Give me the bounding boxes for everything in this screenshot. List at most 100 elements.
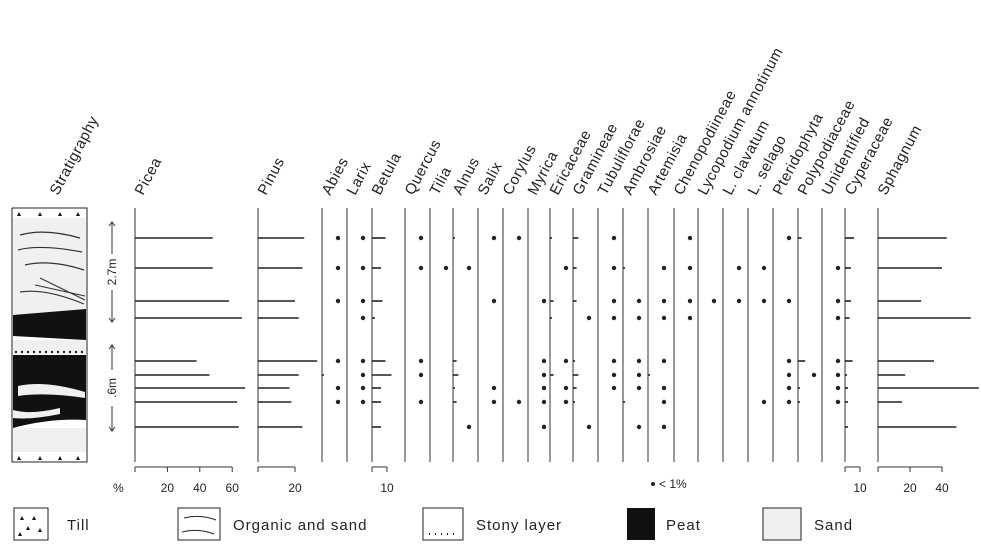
- taxon-label-pinus: Pinus: [255, 155, 289, 198]
- stony-swatch: [422, 507, 464, 541]
- organic-streak: [17, 246, 83, 253]
- tick-label-betula: 10: [380, 481, 394, 495]
- trace-dot: [563, 399, 569, 405]
- trace-dot: [835, 399, 841, 405]
- trace-dot: [611, 298, 617, 304]
- trace-dot: [360, 235, 366, 241]
- legend-label-till: Till: [67, 517, 90, 534]
- depth-label: .6m: [105, 378, 119, 398]
- trace-dot: [661, 399, 667, 405]
- trace-dot: [541, 424, 547, 430]
- trace-dot: [516, 235, 522, 241]
- trace-dot: [786, 298, 792, 304]
- unit-label: %: [113, 481, 124, 495]
- trace-dot: [335, 385, 341, 391]
- trace-dot: [466, 265, 472, 271]
- trace-dot: [491, 235, 497, 241]
- trace-dot: [360, 358, 366, 364]
- trace-dot: [418, 358, 424, 364]
- stratigraphy-column: [11, 207, 88, 463]
- trace-dot: [586, 315, 592, 321]
- peat-layer: [13, 405, 86, 428]
- stratigraphy-label: Stratigraphy: [47, 113, 103, 198]
- legend-item-organic-sand: Organic and sand: [177, 507, 367, 541]
- taxon-label-picea: Picea: [132, 154, 166, 197]
- peat-swatch: [627, 508, 655, 540]
- legend-label-organic-sand: Organic and sand: [233, 517, 367, 534]
- trace-dot: [761, 265, 767, 271]
- trace-dot: [611, 265, 617, 271]
- trace-dot: [687, 315, 693, 321]
- trace-dot: [661, 358, 667, 364]
- trace-dot: [835, 298, 841, 304]
- trace-dot: [491, 399, 497, 405]
- trace-dot: [563, 385, 569, 391]
- tick-label-sphagnum: 40: [935, 481, 949, 495]
- trace-dot: [661, 298, 667, 304]
- till-symbols: [17, 212, 80, 460]
- trace-dot: [335, 358, 341, 364]
- trace-dot: [563, 358, 569, 364]
- trace-dot: [360, 315, 366, 321]
- legend: Till Organic and sand Stony layer Peat S…: [13, 507, 853, 541]
- trace-dot: [541, 399, 547, 405]
- legend-label-peat: Peat: [666, 517, 701, 534]
- percentage-bars: [135, 237, 979, 428]
- depth-arrow: [108, 221, 116, 227]
- trace-dot: [661, 424, 667, 430]
- trace-dot: [335, 265, 341, 271]
- trace-dot: [636, 298, 642, 304]
- trace-dot: [418, 235, 424, 241]
- trace-dots: [335, 235, 841, 430]
- depth-label: 2.7m: [105, 259, 119, 286]
- sand-layer: [13, 340, 86, 354]
- trace-dot: [636, 385, 642, 391]
- peat-layer: [13, 309, 86, 340]
- organic-streak: [24, 262, 85, 271]
- legend-item-sand: Sand: [762, 507, 853, 541]
- tick-label-cyperaceae: 10: [853, 481, 867, 495]
- trace-dot: [466, 424, 472, 430]
- trace-dot: [636, 315, 642, 321]
- depth-annotations: 2.7m .6m: [105, 221, 119, 432]
- trace-dot: [611, 315, 617, 321]
- trace-dot: [835, 358, 841, 364]
- scale-axes: 20 40 60% 20 10 10 20 40: [113, 466, 949, 495]
- trace-dot: [786, 358, 792, 364]
- sand-swatch: [762, 507, 802, 541]
- trace-dot-key: [651, 482, 655, 486]
- trace-dot: [661, 385, 667, 391]
- trace-dot: [418, 265, 424, 271]
- tick-label-picea: 20: [161, 481, 175, 495]
- trace-dot: [541, 385, 547, 391]
- trace-dot: [761, 298, 767, 304]
- sand-lens: [13, 408, 60, 419]
- depth-arrow: [108, 344, 116, 350]
- legend-label-stony-layer: Stony layer: [476, 517, 562, 534]
- tick-label-pinus: 20: [288, 481, 302, 495]
- organic-streak: [34, 284, 86, 297]
- trace-dot: [761, 399, 767, 405]
- legend-item-peat: Peat: [627, 508, 701, 540]
- trace-dot: [335, 298, 341, 304]
- legend-label-sand: Sand: [814, 517, 853, 534]
- stony-layer: [14, 350, 84, 354]
- trace-dot: [835, 385, 841, 391]
- trace-dot: [418, 399, 424, 405]
- trace-dot: [687, 298, 693, 304]
- trace-dot: [711, 298, 717, 304]
- trace-dot: [835, 372, 841, 378]
- trace-dot: [541, 298, 547, 304]
- organic-swatch: [177, 507, 221, 541]
- trace-dot: [811, 372, 817, 378]
- depth-arrow: [108, 317, 116, 323]
- trace-dot: [443, 265, 449, 271]
- tick-label-picea: 40: [193, 481, 207, 495]
- trace-dot: [687, 235, 693, 241]
- trace-dot: [360, 385, 366, 391]
- sand-lens: [18, 384, 85, 398]
- trace-dot: [736, 298, 742, 304]
- trace-dot: [611, 372, 617, 378]
- trace-dot: [786, 372, 792, 378]
